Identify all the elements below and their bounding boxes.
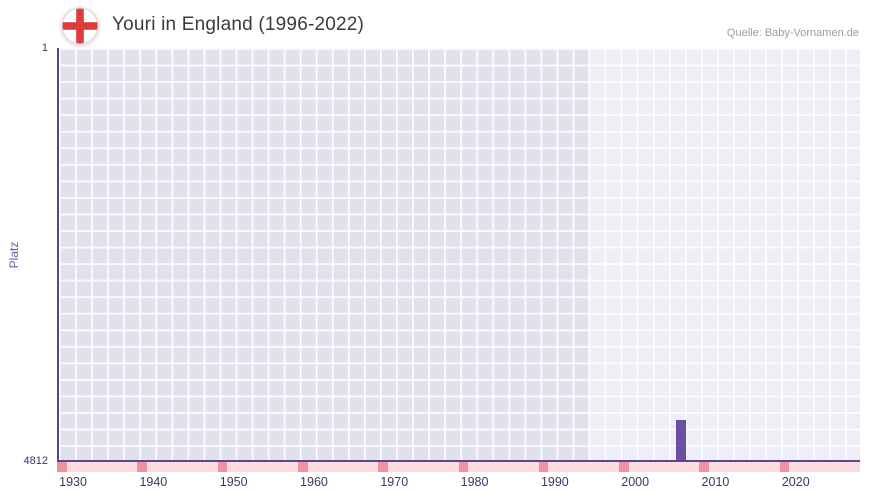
rank-bar-2005[interactable] <box>675 420 686 460</box>
x-tick-1930: 1930 <box>59 475 87 489</box>
y-axis-label: Platz <box>7 241 21 269</box>
x-tick-2010: 2010 <box>701 475 730 489</box>
axis-strip-mark <box>57 462 67 472</box>
x-tick-1980: 1980 <box>460 475 489 489</box>
y-tick-worst-rank: 4812 <box>23 455 48 467</box>
axis-strip-mark <box>378 462 388 472</box>
axis-strip-mark <box>619 462 629 472</box>
x-tick-1940: 1940 <box>139 475 168 489</box>
x-tick-2000: 2000 <box>621 475 650 489</box>
source-attribution: Quelle: Baby-Vornamen.de <box>726 27 859 39</box>
x-tick-1950: 1950 <box>219 475 248 489</box>
x-tick-2020: 2020 <box>781 475 810 489</box>
axis-strip-mark <box>217 462 228 472</box>
axis-strip <box>57 462 860 472</box>
data-region <box>587 48 860 460</box>
x-tick-1990: 1990 <box>540 475 569 489</box>
axis-strip-mark <box>699 462 710 472</box>
x-tick-1960: 1960 <box>300 475 328 489</box>
axis-strip-mark <box>779 462 790 472</box>
y-tick-best-rank: 1 <box>41 42 48 54</box>
axis-strip-mark <box>137 462 147 472</box>
axis-strip-mark <box>297 462 308 472</box>
x-tick-1970: 1970 <box>380 475 409 489</box>
axis-strip-mark <box>538 462 549 472</box>
axis-strip-mark <box>458 462 469 472</box>
england-flag-icon <box>60 6 100 46</box>
x-axis-ticks: 1930 1940 1950 1960 1970 1980 1990 2000 2010 2020 <box>57 472 860 492</box>
plot-area <box>57 48 860 462</box>
chart-title: Youri in England (1996-2022) <box>112 14 365 35</box>
